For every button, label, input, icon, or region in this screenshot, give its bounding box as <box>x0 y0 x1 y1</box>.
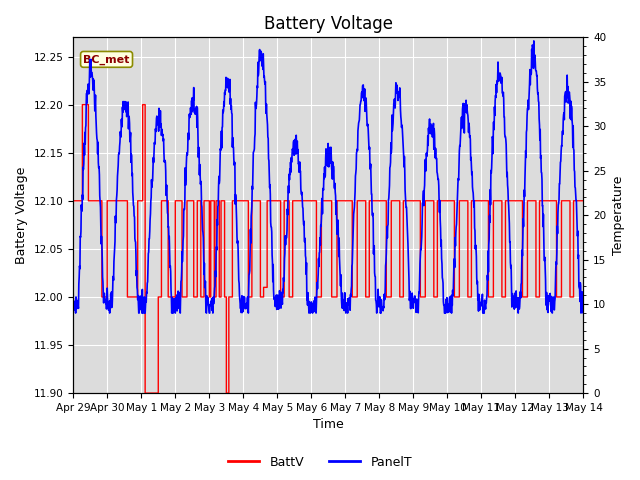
Y-axis label: Battery Voltage: Battery Voltage <box>15 167 28 264</box>
Legend: BattV, PanelT: BattV, PanelT <box>223 451 417 474</box>
Y-axis label: Temperature: Temperature <box>612 176 625 255</box>
Text: BC_met: BC_met <box>83 54 130 64</box>
Title: Battery Voltage: Battery Voltage <box>264 15 393 33</box>
X-axis label: Time: Time <box>313 419 344 432</box>
